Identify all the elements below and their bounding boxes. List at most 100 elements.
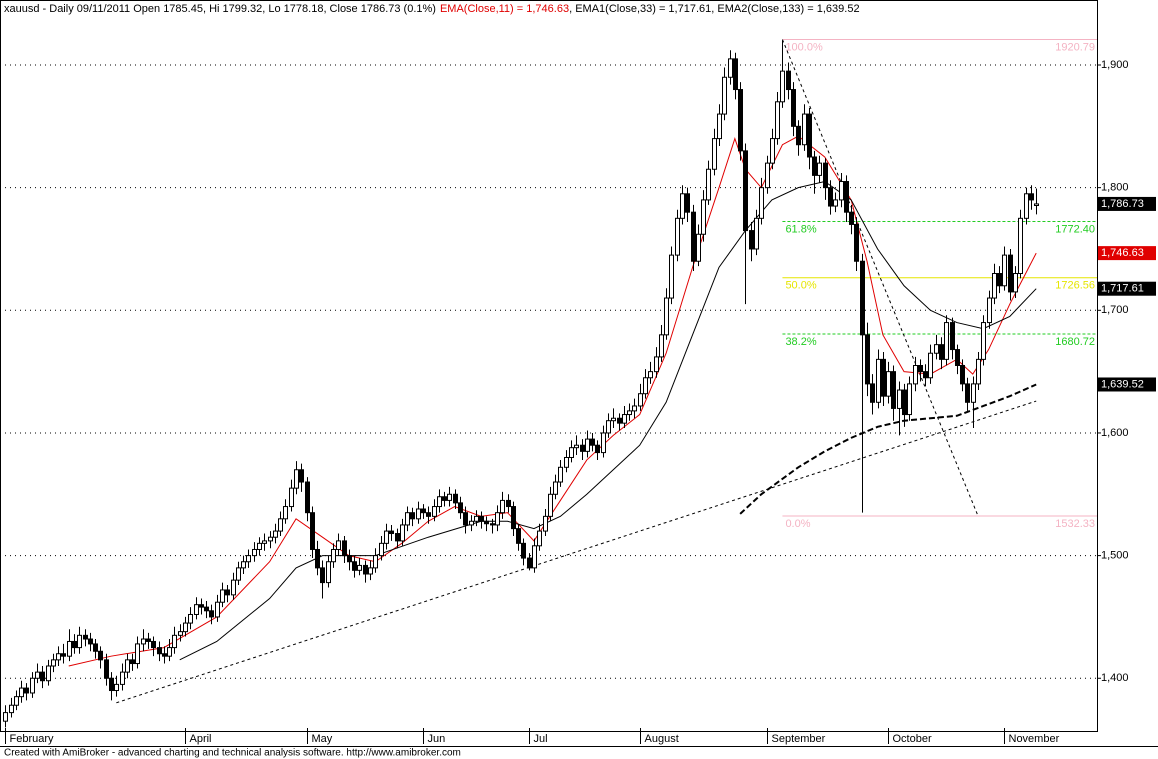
candle-body [262, 540, 267, 544]
candle-body [722, 76, 727, 115]
candle-body [241, 561, 246, 569]
candle-body [474, 515, 479, 522]
y-tick-label: 1,900 [1101, 59, 1129, 71]
legend-separator: , [711, 3, 717, 15]
candle-body [659, 334, 664, 358]
indicator-line [68, 135, 1037, 667]
candle-body [363, 564, 368, 575]
candle-body [93, 643, 98, 652]
candle-body [717, 113, 722, 140]
candle-body [865, 334, 870, 385]
candle-body [981, 322, 986, 360]
candle-body [379, 542, 384, 557]
candle-body [823, 162, 828, 189]
candle-body [844, 181, 849, 213]
x-tick-label: October [893, 733, 932, 745]
candle-body [389, 530, 394, 535]
y-tick-label: 1,500 [1101, 550, 1129, 562]
candle-body [796, 125, 801, 146]
candle-body [442, 496, 447, 501]
candle-body [506, 499, 511, 508]
candle-body [606, 420, 611, 434]
trendline [116, 400, 1037, 704]
candle-body [897, 389, 902, 409]
chart-title: xauusd - Daily 09/11/2011 Open 1785.45, … [4, 3, 436, 15]
candle-body [141, 638, 146, 645]
candle-body [669, 254, 674, 299]
candle-body [151, 640, 156, 649]
candle-body [749, 230, 754, 250]
candle-body [252, 548, 257, 557]
candle-body [891, 371, 896, 409]
fib-label: 50.0% [785, 280, 816, 292]
fib-value-label: 1680.72 [1055, 336, 1095, 348]
candle-body [944, 322, 949, 360]
candle-body [558, 466, 563, 483]
candle-body [172, 634, 177, 649]
candle-body [120, 671, 125, 685]
candle-body [384, 530, 389, 544]
candle-body [743, 150, 748, 232]
candle-body [421, 508, 426, 514]
candle-body [453, 493, 458, 504]
candle-body [854, 223, 859, 262]
candle-body [754, 217, 759, 250]
candle-body [1002, 254, 1007, 287]
value-box [1098, 196, 1156, 211]
candle-body [923, 371, 928, 379]
candle-body [928, 352, 933, 379]
candle-body [701, 199, 706, 235]
candle-body [357, 564, 362, 571]
candle-body [643, 377, 648, 395]
candle-body [939, 344, 944, 360]
candle-body [299, 469, 304, 483]
candle-body [680, 193, 685, 219]
x-tick-label: November [1009, 733, 1060, 745]
candle-body [934, 344, 939, 354]
candle-body [685, 193, 690, 213]
candle-body [955, 349, 960, 366]
candle-body [373, 555, 378, 569]
candle-body [527, 557, 532, 569]
candle-body [907, 383, 912, 416]
candle-body [56, 653, 61, 661]
candle-body [98, 650, 103, 661]
candle-body [632, 405, 637, 412]
fib-value-label: 1920.79 [1055, 41, 1095, 53]
candle-body [273, 530, 278, 538]
y-tick-label: 1,400 [1101, 672, 1129, 684]
candle-body [580, 444, 585, 452]
candle-body [194, 604, 199, 615]
candle-body [870, 383, 875, 403]
candle-body [125, 659, 130, 673]
candle-body [400, 524, 405, 542]
legend-entry: EMA(Close,11) = 1,746.63 [440, 3, 569, 15]
candle-body [590, 438, 595, 446]
candle-body [786, 70, 791, 91]
candle-body [691, 211, 696, 262]
candle-body [886, 371, 891, 397]
legend-entry: EMA1(Close,33) = 1,717.61 [575, 3, 711, 15]
candle-body [950, 322, 955, 351]
candle-body [807, 113, 812, 158]
candle-body [770, 138, 775, 164]
fib-value-label: 1726.56 [1055, 280, 1095, 292]
candle-body [1034, 203, 1039, 207]
candle-body [500, 499, 505, 514]
candle-body [479, 515, 484, 522]
candle-body [289, 487, 294, 508]
candle-body [495, 512, 500, 526]
candle-body [67, 640, 72, 657]
fib-value-label: 1532.33 [1055, 518, 1095, 530]
candle-body [410, 512, 415, 520]
candle-body [24, 687, 29, 694]
candle-body [416, 508, 421, 520]
candle-body [215, 601, 220, 618]
indicator-line [179, 180, 1037, 661]
candle-body [997, 273, 1002, 287]
candle-body [146, 638, 151, 642]
candle-body [14, 696, 19, 706]
candle-body [543, 515, 548, 532]
candle-body [537, 530, 542, 547]
